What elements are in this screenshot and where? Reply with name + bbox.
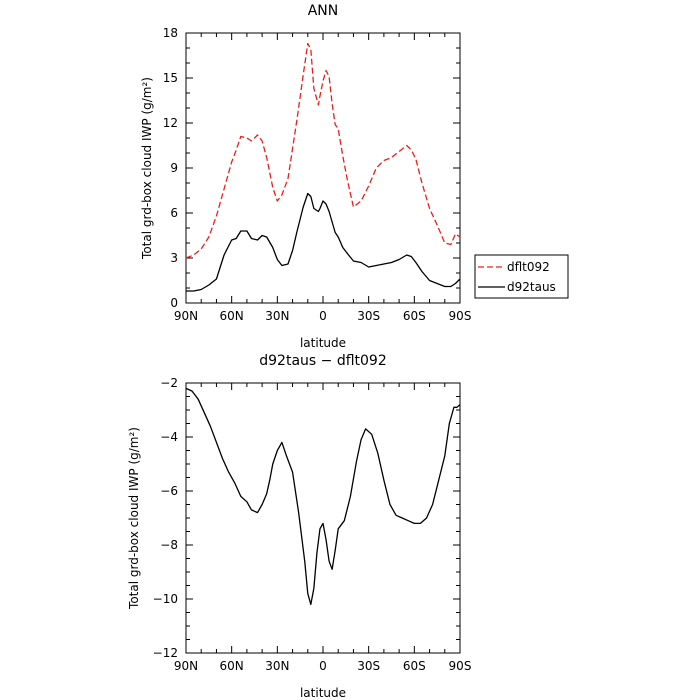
top-chart: ANN latitude Total grd-box cloud IWP (g/… bbox=[140, 3, 569, 350]
top-chart-xtick-label: 90N bbox=[174, 309, 198, 323]
bottom-chart-ytick-label: −12 bbox=[153, 646, 178, 660]
legend-box bbox=[474, 254, 569, 299]
bottom-chart-xtick-label: 90S bbox=[449, 659, 472, 673]
bottom-chart-ytick-label: −6 bbox=[160, 484, 178, 498]
bottom-chart-xtick-label: 60N bbox=[220, 659, 244, 673]
top-chart-ytick-label: 9 bbox=[170, 161, 178, 175]
legend-label-d92taus: d92taus bbox=[507, 280, 556, 294]
top-chart-title: ANN bbox=[308, 3, 339, 19]
bottom-chart-ytick-label: −8 bbox=[160, 538, 178, 552]
legend-label-dflt092: dflt092 bbox=[507, 260, 550, 274]
top-chart-xlabel: latitude bbox=[300, 336, 346, 350]
top-chart-xtick-label: 30S bbox=[357, 309, 380, 323]
bottom-chart-ytick-label: −4 bbox=[160, 430, 178, 444]
bottom-chart-xlabel: latitude bbox=[300, 686, 346, 700]
top-chart-xtick-label: 90S bbox=[449, 309, 472, 323]
top-chart-ytick-label: 18 bbox=[163, 26, 178, 40]
top-chart-ytick-label: 3 bbox=[170, 251, 178, 265]
bottom-chart-ytick-label: −2 bbox=[160, 376, 178, 390]
top-chart-ylabel: Total grd-box cloud IWP (g/m²) bbox=[140, 77, 154, 260]
top-chart-series-d92taus bbox=[186, 192, 461, 292]
top-chart-plot-frame bbox=[185, 32, 461, 304]
bottom-chart-xtick-label: 30N bbox=[265, 659, 289, 673]
top-chart-xtick-label: 60N bbox=[220, 309, 244, 323]
top-chart-ytick-label: 0 bbox=[170, 296, 178, 310]
top-chart-ytick-label: 15 bbox=[163, 71, 178, 85]
bottom-chart-ylabel: Total grd-box cloud IWP (g/m²) bbox=[127, 427, 141, 610]
top-chart-xtick-label: 0 bbox=[319, 309, 327, 323]
bottom-chart-xtick-label: 30S bbox=[357, 659, 380, 673]
top-chart-xtick-label: 30N bbox=[265, 309, 289, 323]
top-chart-legend: dflt092 d92taus bbox=[474, 254, 569, 299]
bottom-chart-series-line-0 bbox=[185, 387, 461, 606]
bottom-chart-xtick-label: 0 bbox=[319, 659, 327, 673]
top-chart-series-dflt092 bbox=[185, 42, 461, 259]
top-chart-xtick-label: 60S bbox=[403, 309, 426, 323]
bottom-chart-plot-frame bbox=[185, 382, 461, 654]
bottom-chart-title: d92taus − dflt092 bbox=[259, 353, 386, 369]
bottom-chart-ytick-label: −10 bbox=[153, 592, 178, 606]
top-chart-ytick-label: 12 bbox=[163, 116, 178, 130]
bottom-chart-xtick-label: 90N bbox=[174, 659, 198, 673]
top-chart-ytick-label: 6 bbox=[170, 206, 178, 220]
bottom-chart: d92taus − dflt092 latitude Total grd-box… bbox=[127, 353, 471, 700]
bottom-chart-xtick-label: 60S bbox=[403, 659, 426, 673]
